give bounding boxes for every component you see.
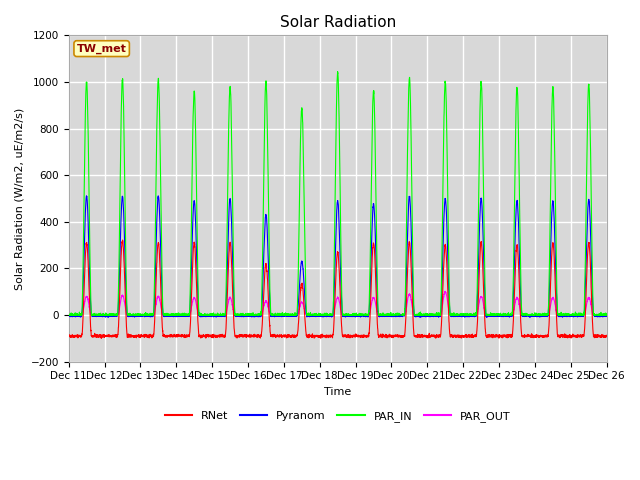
Legend: RNet, Pyranom, PAR_IN, PAR_OUT: RNet, Pyranom, PAR_IN, PAR_OUT [160, 407, 515, 426]
Y-axis label: Solar Radiation (W/m2, uE/m2/s): Solar Radiation (W/m2, uE/m2/s) [15, 108, 25, 289]
X-axis label: Time: Time [324, 387, 351, 397]
Title: Solar Radiation: Solar Radiation [280, 15, 396, 30]
Text: TW_met: TW_met [77, 44, 127, 54]
